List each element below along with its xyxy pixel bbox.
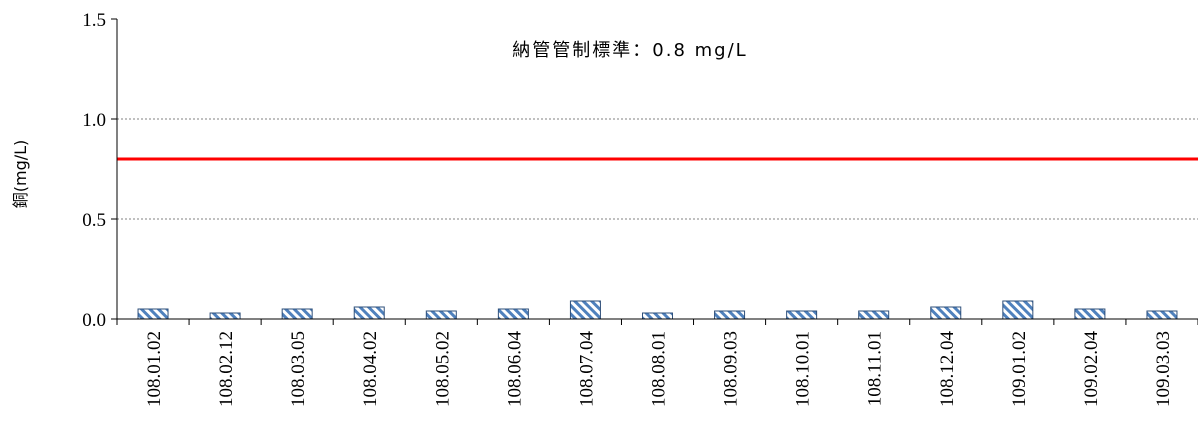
x-tick-label: 108.03.05 (288, 331, 309, 407)
y-tick-label: 0.0 (82, 310, 106, 331)
x-tick-label: 108.11.01 (865, 331, 886, 406)
bar (137, 308, 169, 320)
x-tick-label: 108.04.02 (360, 331, 381, 407)
x-tick-label: 108.06.04 (504, 331, 525, 408)
bar (930, 306, 962, 320)
x-tick-label: 108.09.03 (721, 331, 742, 407)
bar (1146, 310, 1178, 320)
bar (497, 308, 529, 320)
x-tick-label: 108.02.12 (216, 331, 237, 407)
bar (1074, 308, 1106, 320)
reference-annotation: 納管管制標準：0.8 mg/L (512, 40, 747, 61)
x-tick-label: 109.02.04 (1081, 331, 1102, 408)
bar (858, 310, 890, 320)
bar (642, 312, 673, 320)
bar (353, 306, 385, 320)
x-tick-label: 108.01.02 (144, 331, 165, 407)
x-tick-label: 108.05.02 (432, 331, 453, 407)
y-tick-label: 1.5 (82, 10, 106, 31)
x-tick-label: 108.12.04 (937, 331, 958, 408)
bar (425, 310, 457, 320)
bar (1002, 300, 1034, 320)
bar (714, 310, 746, 320)
bar (569, 300, 601, 320)
y-tick-label: 1.0 (82, 110, 106, 131)
x-tick-label: 108.07.04 (576, 331, 597, 408)
x-tick-label: 109.01.02 (1009, 331, 1030, 407)
y-tick-label: 0.5 (82, 210, 106, 231)
bar (281, 308, 313, 320)
bar (786, 310, 818, 320)
y-axis-label: 銅(mg/L) (11, 140, 30, 209)
x-tick-label: 108.10.01 (793, 331, 814, 407)
x-tick-label: 108.08.01 (649, 331, 670, 407)
bar (209, 312, 241, 320)
x-tick-label: 109.03.03 (1153, 331, 1174, 407)
